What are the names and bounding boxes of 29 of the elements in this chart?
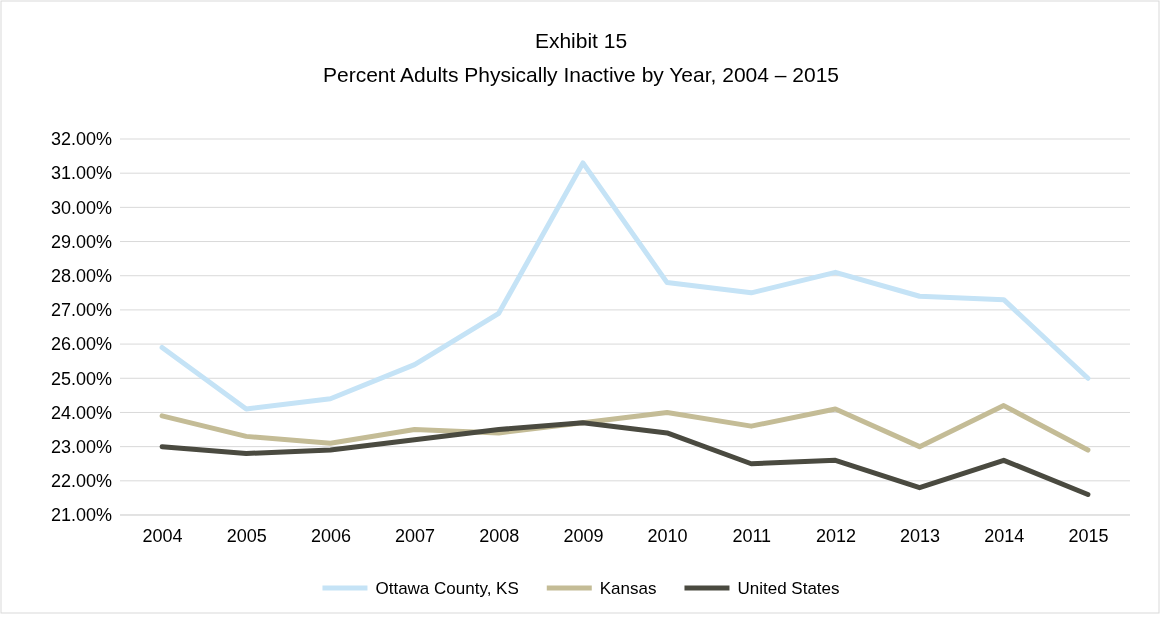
- y-tick-label: 32.00%: [50, 129, 112, 150]
- y-tick-label: 22.00%: [50, 471, 112, 492]
- legend-label: Kansas: [599, 579, 657, 598]
- y-tick-label: 29.00%: [50, 231, 112, 252]
- y-tick-label: 26.00%: [50, 334, 112, 355]
- y-tick-label: 24.00%: [50, 402, 112, 423]
- y-tick-label: 28.00%: [50, 265, 112, 286]
- y-tick-label: 23.00%: [50, 436, 112, 457]
- legend-label: Ottawa County, KS: [375, 579, 519, 598]
- y-tick-label: 31.00%: [50, 163, 112, 184]
- x-tick-label: 2011: [732, 525, 772, 546]
- x-tick-label: 2013: [900, 525, 941, 546]
- x-tick-label: 2009: [563, 525, 604, 546]
- x-tick-label: 2010: [647, 525, 688, 546]
- x-tick-label: 2004: [142, 525, 183, 546]
- x-tick-label: 2015: [1068, 525, 1109, 546]
- x-tick-label: 2005: [226, 525, 267, 546]
- x-tick-label: 2008: [479, 525, 520, 546]
- y-tick-label: 21.00%: [50, 505, 112, 526]
- chart-title: Exhibit 15: [534, 29, 628, 52]
- x-tick-label: 2007: [395, 525, 436, 546]
- chart-subtitle: Percent Adults Physically Inactive by Year, 2004 – 2015: [322, 63, 840, 86]
- y-tick-label: 25.00%: [50, 368, 112, 389]
- x-tick-label: 2012: [815, 525, 856, 546]
- y-tick-label: 30.00%: [50, 197, 112, 218]
- x-tick-label: 2014: [984, 525, 1025, 546]
- x-tick-label: 2006: [310, 525, 351, 546]
- legend-label: United States: [737, 579, 840, 598]
- y-tick-label: 27.00%: [50, 300, 112, 321]
